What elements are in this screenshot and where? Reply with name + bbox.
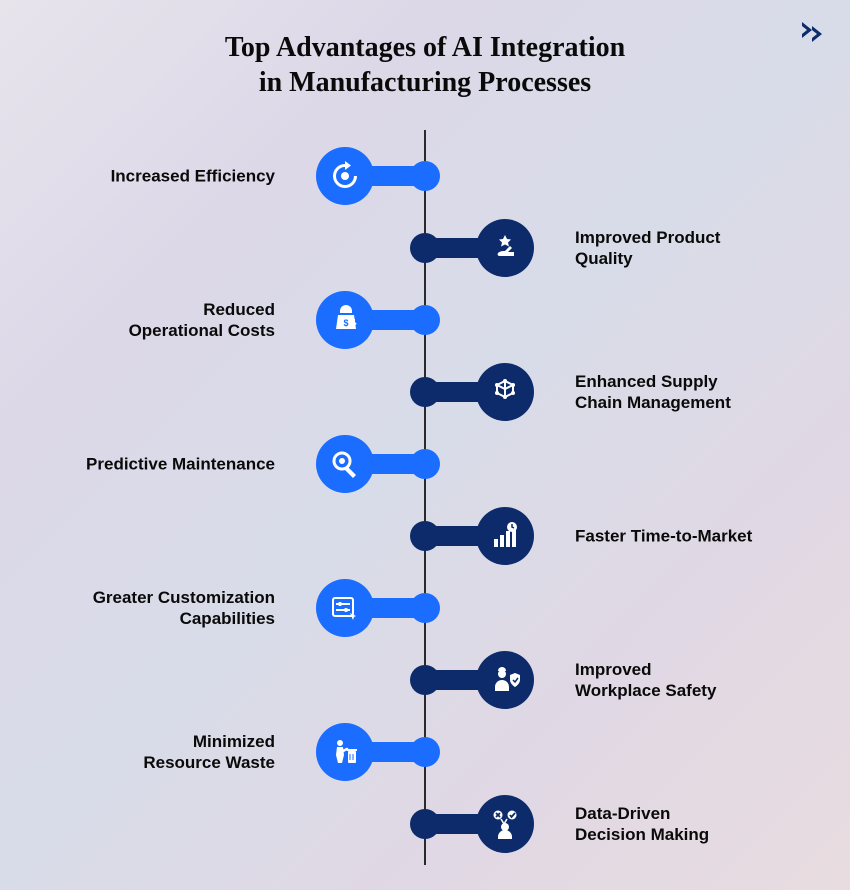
timeline-item: Enhanced SupplyChain Management	[0, 356, 850, 428]
title-line-1: Top Advantages of AI Integration	[225, 32, 625, 63]
timeline-dot	[410, 809, 440, 839]
item-label: Enhanced SupplyChain Management	[575, 371, 795, 414]
sliders-cursor-icon	[316, 579, 374, 637]
item-label: ImprovedWorkplace Safety	[575, 659, 795, 702]
items-container: Increased Efficiency Improved ProductQual…	[0, 140, 850, 890]
item-label: Greater CustomizationCapabilities	[55, 587, 275, 630]
timeline-dot	[410, 233, 440, 263]
timeline-dot	[410, 593, 440, 623]
timeline-item: Data-DrivenDecision Making	[0, 788, 850, 860]
item-label: ReducedOperational Costs	[55, 299, 275, 342]
timeline-dot	[410, 305, 440, 335]
chart-clock-icon	[476, 507, 534, 565]
timeline-dot	[410, 737, 440, 767]
timeline-dot	[410, 377, 440, 407]
timeline-dot	[410, 449, 440, 479]
timeline-dot	[410, 161, 440, 191]
timeline-item: Greater CustomizationCapabilities	[0, 572, 850, 644]
title-line-2: in Manufacturing Processes	[259, 67, 591, 98]
timeline-item: ReducedOperational Costs	[0, 284, 850, 356]
gear-arrow-icon	[316, 147, 374, 205]
timeline-item: ImprovedWorkplace Safety	[0, 644, 850, 716]
trash-person-icon	[316, 723, 374, 781]
brand-logo	[796, 18, 828, 50]
person-decision-icon	[476, 795, 534, 853]
timeline-item: Predictive Maintenance	[0, 428, 850, 500]
timeline-item: Improved ProductQuality	[0, 212, 850, 284]
timeline-dot	[410, 665, 440, 695]
item-label: Faster Time-to-Market	[575, 525, 795, 546]
page-title: Top Advantages of AI Integration in Manu…	[0, 0, 850, 100]
money-down-icon	[316, 291, 374, 349]
cube-network-icon	[476, 363, 534, 421]
item-label: Improved ProductQuality	[575, 227, 795, 270]
item-label: Increased Efficiency	[55, 165, 275, 186]
item-label: Data-DrivenDecision Making	[575, 803, 795, 846]
timeline-item: Faster Time-to-Market	[0, 500, 850, 572]
worker-shield-icon	[476, 651, 534, 709]
quality-hand-icon	[476, 219, 534, 277]
wrench-gear-icon	[316, 435, 374, 493]
timeline-item: MinimizedResource Waste	[0, 716, 850, 788]
item-label: MinimizedResource Waste	[55, 731, 275, 774]
item-label: Predictive Maintenance	[55, 453, 275, 474]
timeline-item: Increased Efficiency	[0, 140, 850, 212]
timeline-dot	[410, 521, 440, 551]
